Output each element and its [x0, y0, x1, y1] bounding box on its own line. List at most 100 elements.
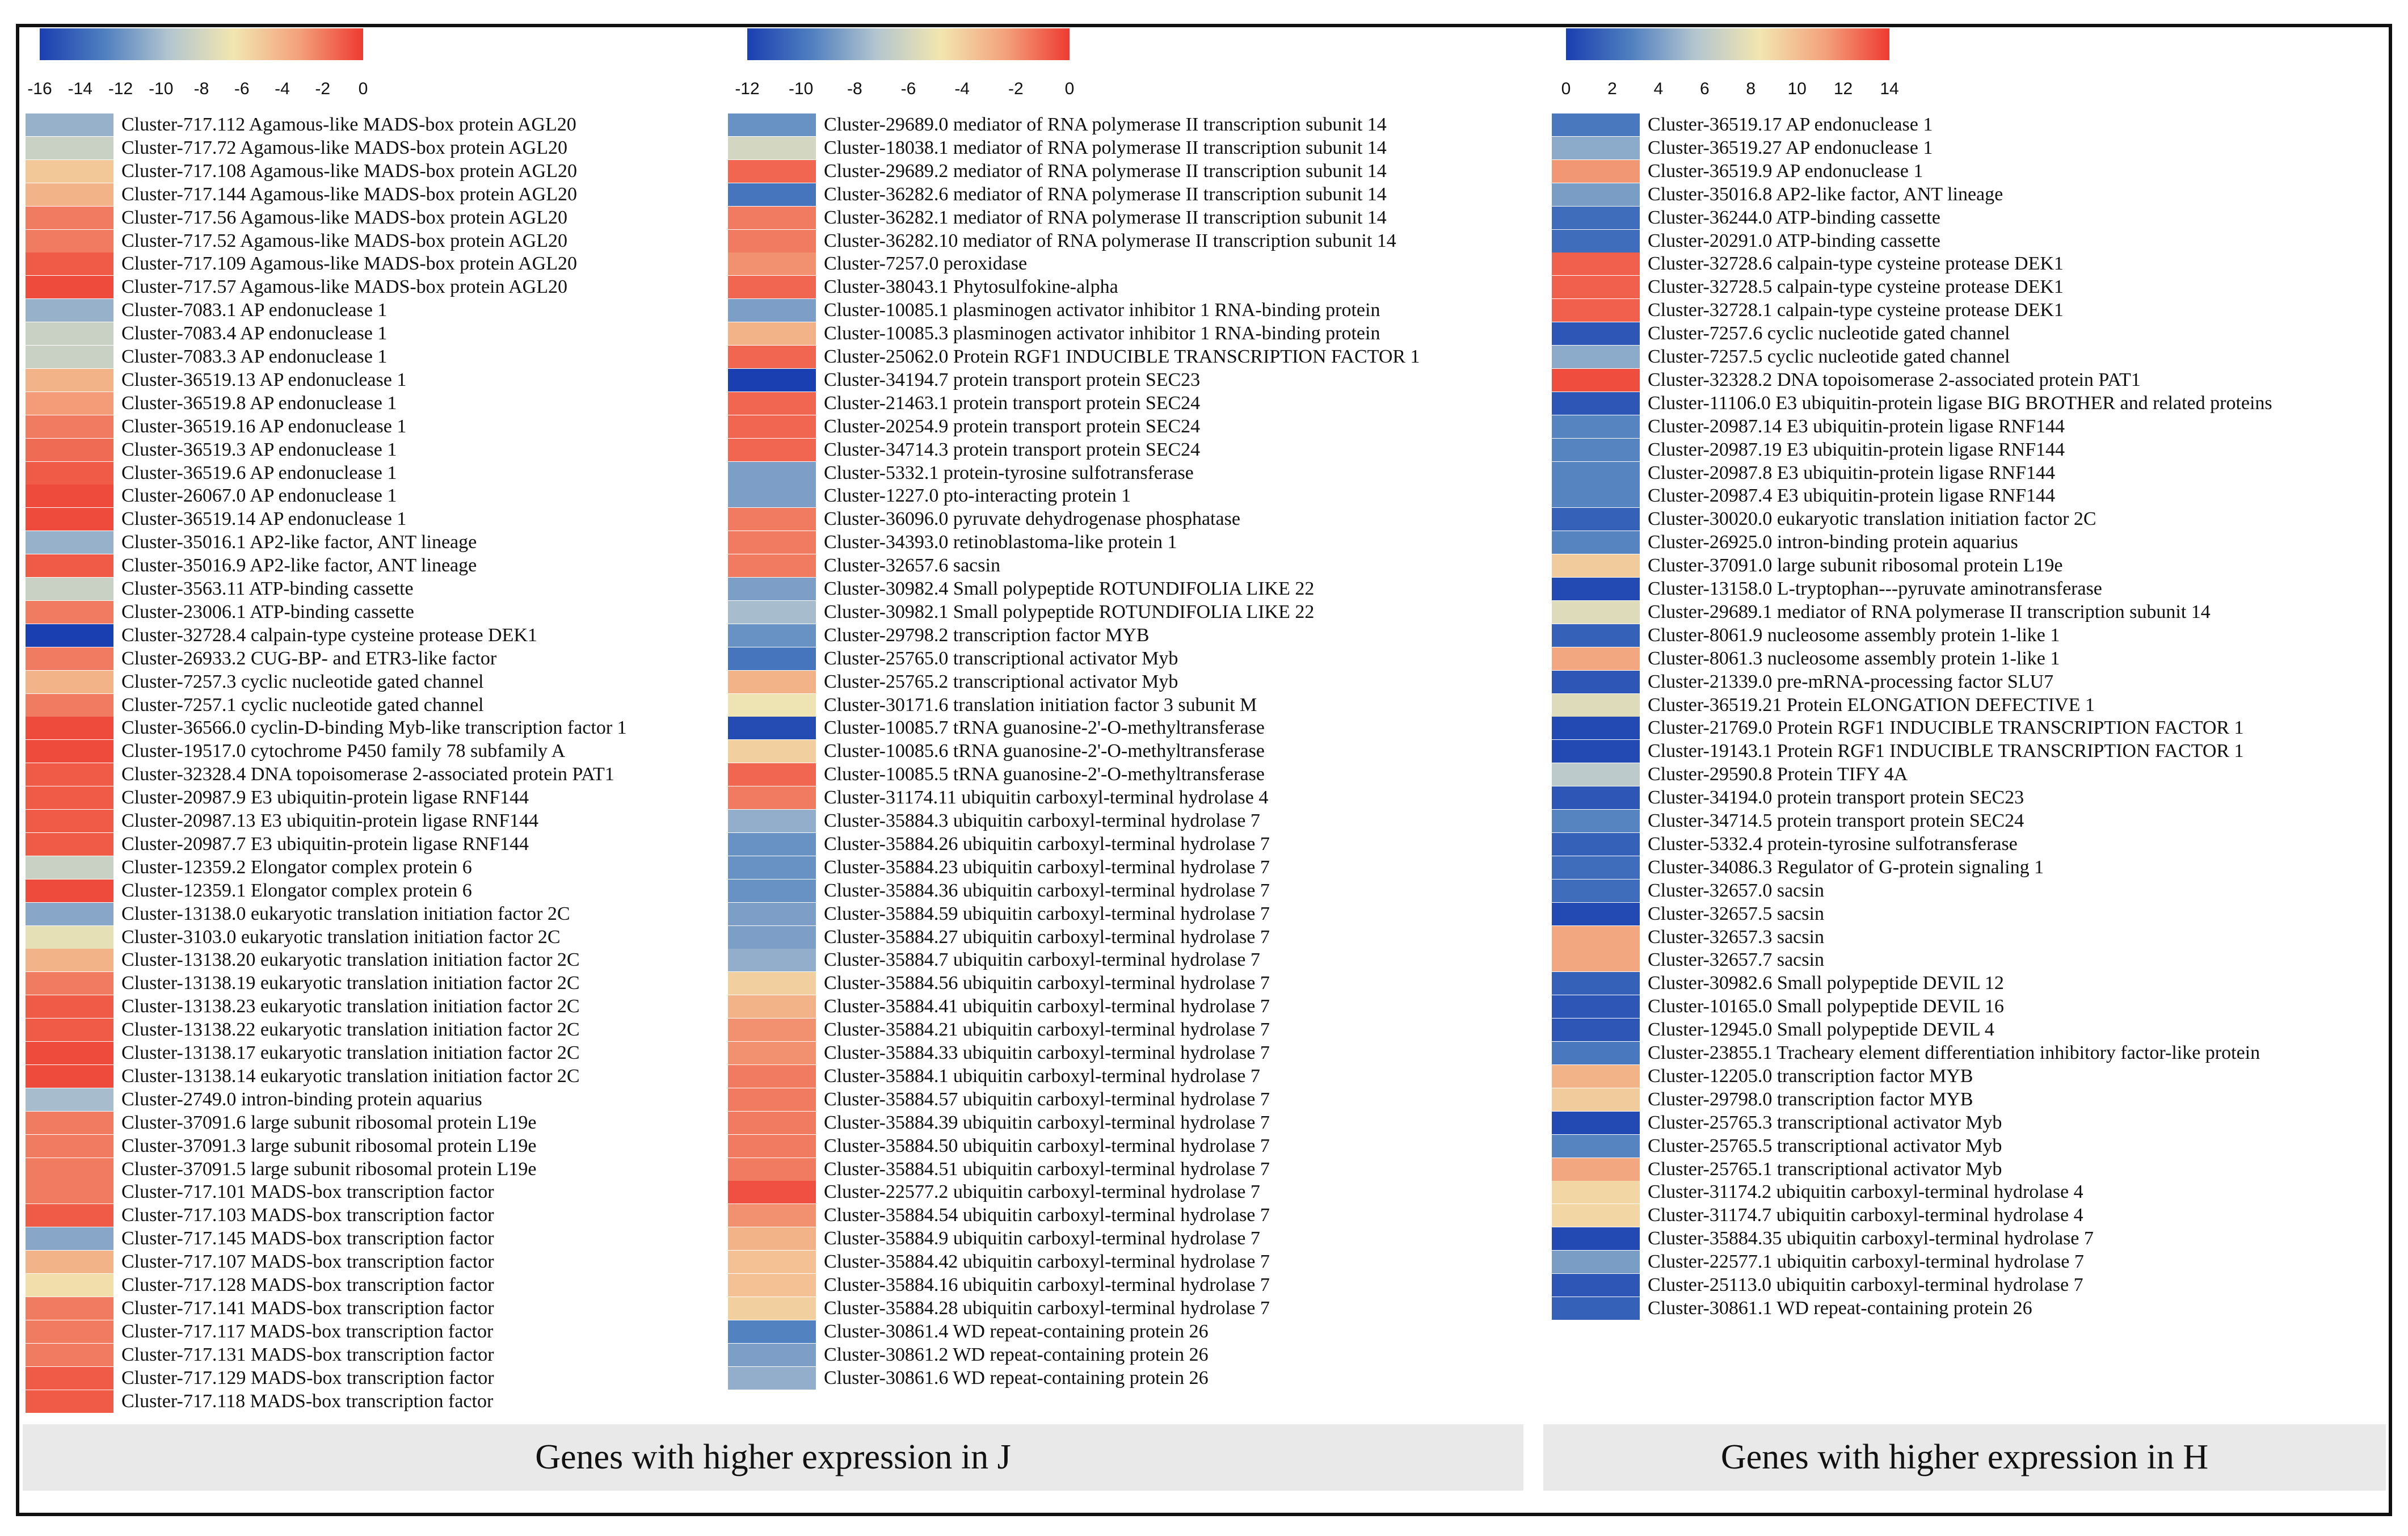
- gene-label: Cluster-32728.1 calpain-type cysteine pr…: [1648, 300, 2064, 321]
- color-scale-ticks: 0 2 4 6 8 10 12 14: [1561, 79, 1899, 102]
- heatmap-cell: [728, 136, 816, 159]
- scale-tick-label: -8: [193, 79, 209, 98]
- heatmap-cell: [728, 253, 816, 276]
- scale-tick-label: -12: [735, 79, 760, 98]
- heatmap-cell: [728, 1320, 816, 1343]
- gene-label: Cluster-30861.1 WD repeat-containing pro…: [1648, 1297, 2032, 1319]
- figure-frame: [16, 24, 2392, 1516]
- gene-label: Cluster-35016.9 AP2-like factor, ANT lin…: [121, 555, 477, 576]
- gene-label: Cluster-35016.8 AP2-like factor, ANT lin…: [1648, 183, 2003, 205]
- heatmap-cell: [728, 810, 816, 832]
- gene-label: Cluster-30861.4 WD repeat-containing pro…: [824, 1320, 1209, 1342]
- heatmap-cell: [728, 600, 816, 624]
- gene-label: Cluster-10085.6 tRNA guanosine-2'-O-meth…: [824, 740, 1265, 762]
- gene-label: Cluster-20987.14 E3 ubiquitin-protein li…: [1648, 415, 2065, 437]
- heatmap-cell: [26, 879, 113, 902]
- heatmap-cell: [728, 1274, 816, 1297]
- heatmap-cell: [728, 1019, 816, 1042]
- color-scale-ticks: -12 -10 -8 -6 -4 -2 0: [735, 79, 1074, 102]
- gene-label: Cluster-717.128 MADS-box transcription f…: [121, 1274, 494, 1295]
- heatmap-cell: [1552, 717, 1640, 740]
- gene-label: Cluster-19143.1 Protein RGF1 INDUCIBLE T…: [1648, 740, 2244, 762]
- heatmap-cell: [728, 183, 816, 206]
- heatmap-cell: [1552, 136, 1640, 159]
- heatmap-cell: [1552, 995, 1640, 1019]
- gene-label: Cluster-25765.2 transcriptional activato…: [824, 671, 1178, 692]
- heatmap-right: Cluster-36519.17 AP endonuclease 1 Cluste…: [1552, 113, 2392, 1419]
- heatmap-cell: [26, 159, 113, 183]
- gene-label: Cluster-717.117 MADS-box transcription f…: [121, 1320, 494, 1342]
- gene-label: Cluster-12359.1 Elongator complex protei…: [121, 879, 472, 901]
- gene-label: Cluster-717.107 MADS-box transcription f…: [121, 1251, 494, 1273]
- color-scale-left: -16 -14 -12 -10 -8 -6 -4 -2 0: [27, 28, 368, 102]
- heatmap-cell: [26, 1042, 113, 1064]
- gene-label: Cluster-30020.0 eukaryotic translation i…: [1648, 508, 2097, 530]
- gene-label: Cluster-32728.5 calpain-type cysteine pr…: [1648, 276, 2064, 298]
- heatmap-cell: [728, 578, 816, 600]
- heatmap-cell: [728, 485, 816, 508]
- heatmap-cell: [1552, 1064, 1640, 1088]
- heatmap-cell: [1552, 832, 1640, 856]
- gene-label: Cluster-26067.0 AP endonuclease 1: [121, 485, 397, 507]
- heatmap-cell: [26, 740, 113, 763]
- heatmap-cell: [728, 1343, 816, 1366]
- gene-label: Cluster-30171.6 translation initiation f…: [824, 694, 1257, 716]
- gene-label: Cluster-30861.2 WD repeat-containing pro…: [824, 1344, 1209, 1365]
- heatmap-cell: [26, 1390, 113, 1413]
- heatmap-cell: [1552, 392, 1640, 415]
- gene-label: Cluster-7257.1 cyclic nucleotide gated c…: [121, 694, 484, 716]
- heatmap-cell: [26, 786, 113, 810]
- scale-tick-label: -14: [68, 79, 92, 98]
- gene-label: Cluster-37091.3 large subunit ribosomal …: [121, 1135, 537, 1156]
- gene-label: Cluster-35884.23 ubiquitin carboxyl-term…: [824, 856, 1270, 878]
- gene-label: Cluster-20987.13 E3 ubiquitin-protein li…: [121, 810, 538, 831]
- gene-label: Cluster-35884.3 ubiquitin carboxyl-termi…: [824, 810, 1260, 831]
- color-scale-middle: -12 -10 -8 -6 -4 -2 0: [735, 28, 1074, 102]
- heatmap-cell: [26, 461, 113, 485]
- gene-label: Cluster-35016.1 AP2-like factor, ANT lin…: [121, 532, 477, 553]
- gene-label: Cluster-30982.6 Small polypeptide DEVIL …: [1648, 973, 2004, 994]
- gene-label: Cluster-717.101 MADS-box transcription f…: [121, 1181, 494, 1203]
- heatmap-cell: [26, 856, 113, 879]
- heatmap-cell: [1552, 670, 1640, 693]
- heatmap-cell: [1552, 972, 1640, 995]
- heatmap-cell: [728, 346, 816, 368]
- heatmap-cell: [1552, 415, 1640, 438]
- gene-label: Cluster-22577.2 ubiquitin carboxyl-termi…: [824, 1181, 1260, 1203]
- heatmap-cell: [1552, 693, 1640, 717]
- heatmap-cell: [728, 856, 816, 879]
- gene-label: Cluster-8061.9 nucleosome assembly prote…: [1648, 624, 2060, 646]
- heatmap-cell: [1552, 740, 1640, 763]
- gene-label: Cluster-32728.6 calpain-type cysteine pr…: [1648, 253, 2064, 275]
- gene-label: Cluster-35884.50 ubiquitin carboxyl-term…: [824, 1135, 1270, 1156]
- gene-label: Cluster-35884.27 ubiquitin carboxyl-term…: [824, 926, 1270, 948]
- heatmap-cell: [728, 461, 816, 485]
- heatmap-cell: [728, 415, 816, 438]
- heatmap-cell: [26, 531, 113, 554]
- gene-label: Cluster-13138.19 eukaryotic translation …: [121, 973, 580, 994]
- heatmap-cell: [1552, 1158, 1640, 1181]
- gene-label: Cluster-36519.6 AP endonuclease 1: [121, 462, 397, 483]
- gene-label: Cluster-35884.21 ubiquitin carboxyl-term…: [824, 1019, 1270, 1041]
- heatmap-cell: [26, 670, 113, 693]
- gene-label: Cluster-31174.7 ubiquitin carboxyl-termi…: [1648, 1205, 2083, 1226]
- gene-label: Cluster-35884.39 ubiquitin carboxyl-term…: [824, 1112, 1270, 1133]
- scale-tick-label: -4: [275, 79, 290, 98]
- gene-label: Cluster-35884.35 ubiquitin carboxyl-term…: [1648, 1228, 2094, 1249]
- gene-label: Cluster-717.52 Agamous-like MADS-box pro…: [121, 230, 567, 251]
- gene-label: Cluster-3103.0 eukaryotic translation in…: [121, 926, 561, 948]
- gene-label: Cluster-32328.2 DNA topoisomerase 2-asso…: [1648, 369, 2141, 390]
- gene-label: Cluster-35884.56 ubiquitin carboxyl-term…: [824, 973, 1270, 994]
- gene-label: Cluster-35884.57 ubiquitin carboxyl-term…: [824, 1088, 1270, 1110]
- gene-label: Cluster-36282.6 mediator of RNA polymera…: [824, 183, 1387, 205]
- gene-label: Cluster-34393.0 retinoblastoma-like prot…: [824, 532, 1177, 553]
- heatmap-cell: [26, 972, 113, 995]
- gene-label: Cluster-717.72 Agamous-like MADS-box pro…: [121, 137, 567, 158]
- scale-tick-label: -2: [1008, 79, 1024, 98]
- gene-label: Cluster-35884.33 ubiquitin carboxyl-term…: [824, 1042, 1270, 1063]
- gene-label: Cluster-13138.0 eukaryotic translation i…: [121, 903, 570, 924]
- heatmap-cell: [728, 647, 816, 670]
- heatmap-cell: [728, 740, 816, 763]
- heatmap-cell: [1552, 159, 1640, 183]
- gene-label: Cluster-7257.6 cyclic nucleotide gated c…: [1648, 323, 2010, 344]
